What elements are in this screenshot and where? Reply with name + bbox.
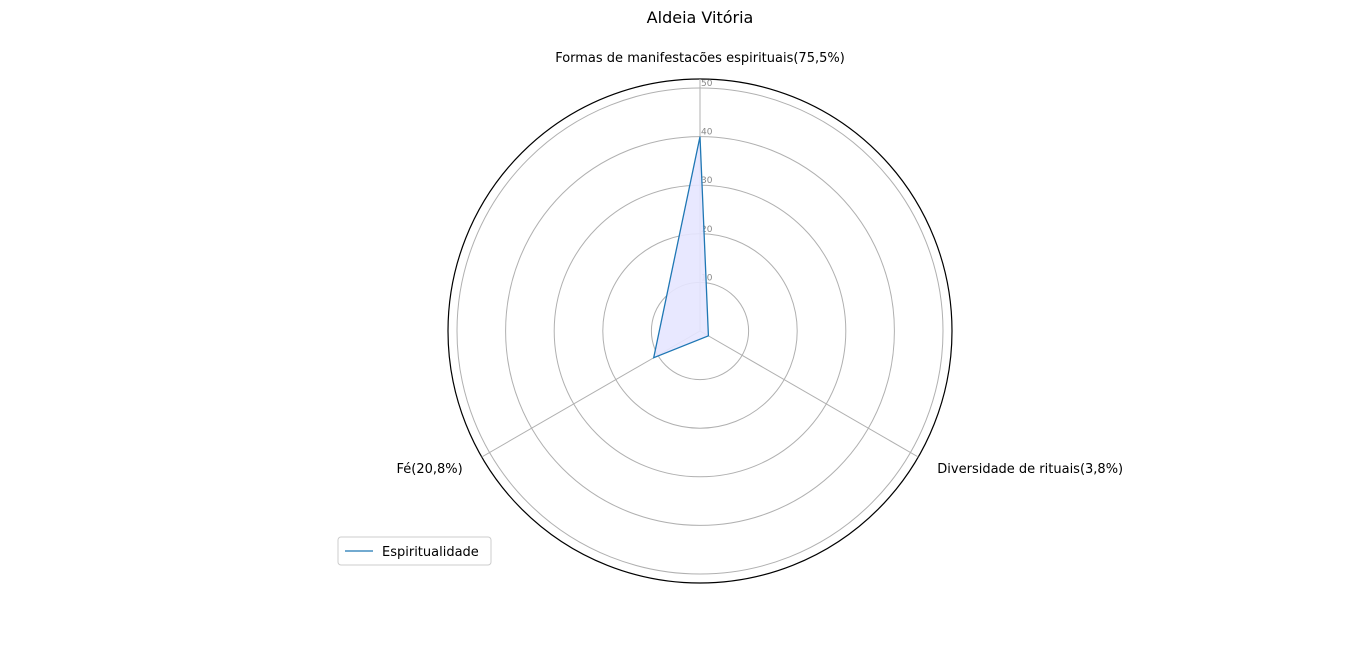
spoke-1 <box>699 330 919 458</box>
axis-labels: Formas de manifestacões espirituais(75,5… <box>396 51 1123 477</box>
legend: Espiritualidade <box>337 536 492 566</box>
series-area-0 <box>653 136 709 358</box>
tick-label-10: 10 <box>701 273 713 283</box>
tick-label-50: 50 <box>701 79 713 89</box>
tick-label-20: 20 <box>701 225 713 235</box>
tick-label-30: 30 <box>701 176 713 186</box>
legend-frame <box>337 536 492 566</box>
axis-label-0: Formas de manifestacões espirituais(75,5… <box>555 51 845 66</box>
series-line-0 <box>652 136 710 359</box>
chart-title: Aldeia Vitória <box>647 8 754 27</box>
axis-label-2: Fé(20,8%) <box>396 462 462 477</box>
series-layer <box>652 136 710 359</box>
legend-label-espiritualidade: Espiritualidade <box>382 545 479 560</box>
axis-label-1: Diversidade de rituais(3,8%) <box>937 462 1123 477</box>
tick-label-40: 40 <box>701 128 713 138</box>
